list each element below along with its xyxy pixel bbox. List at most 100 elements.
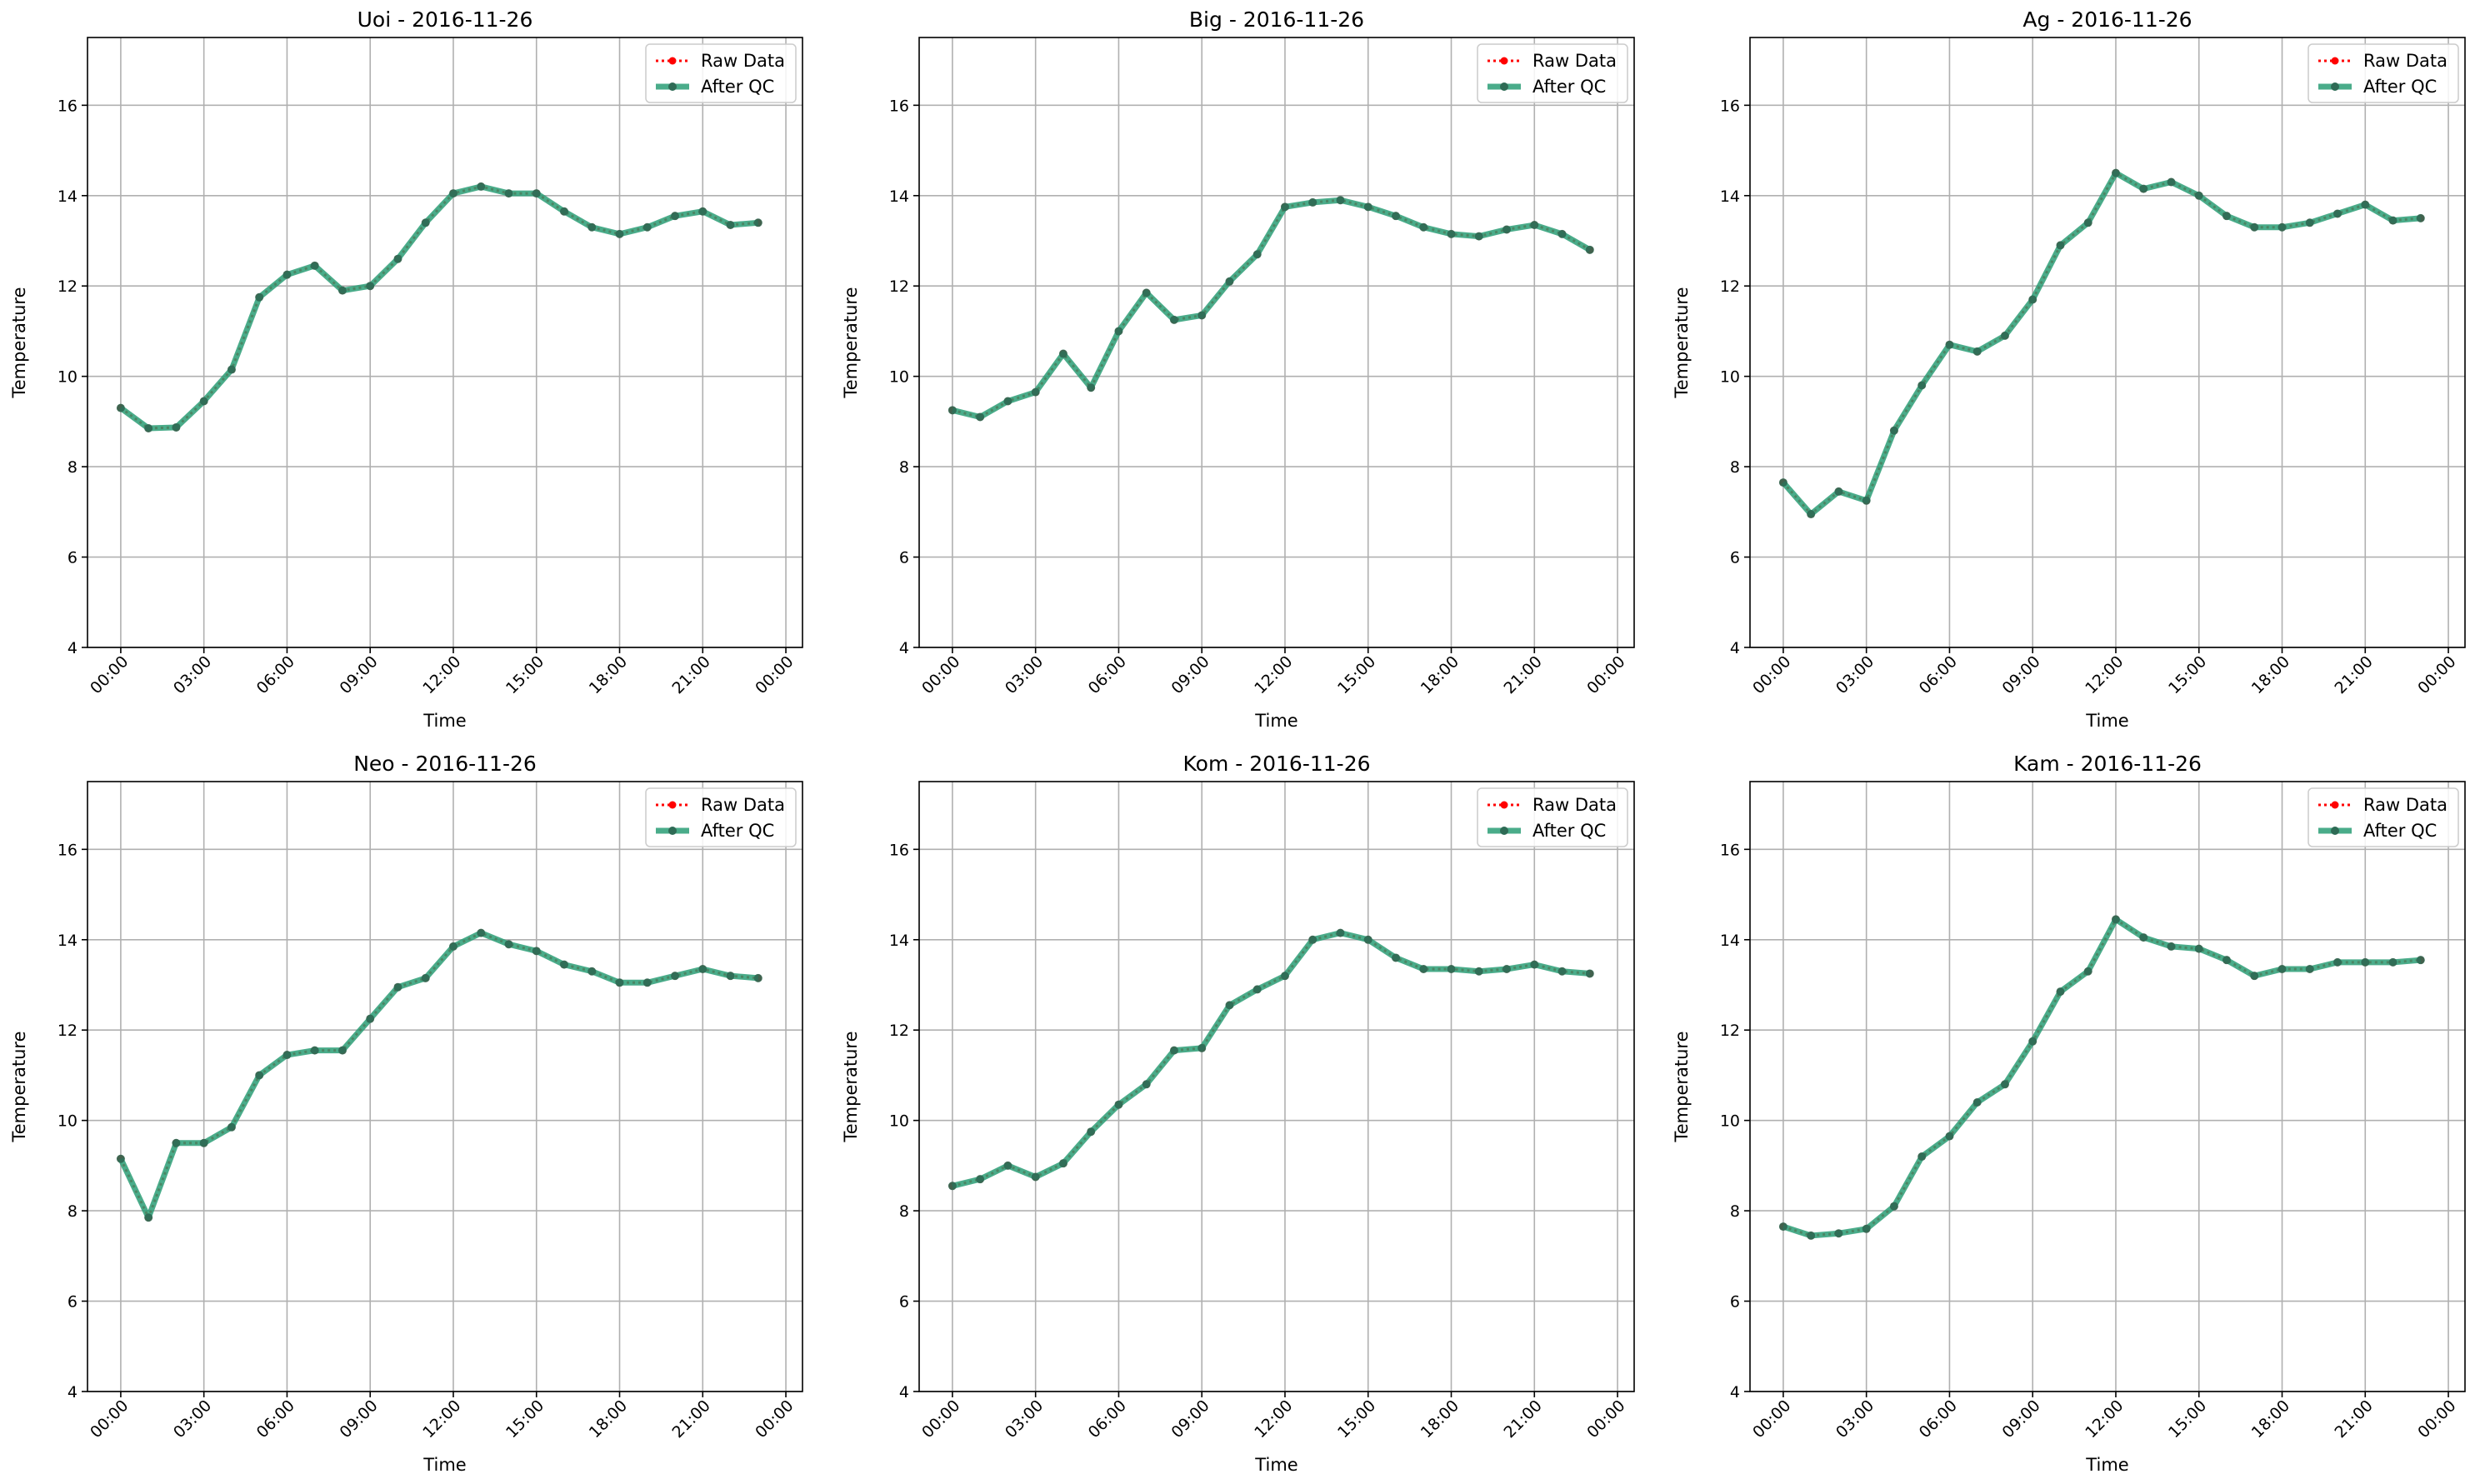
after-qc-point [615,229,624,238]
x-tick-label: 09:00 [1998,652,2043,697]
after-qc-point [1392,212,1400,221]
after-qc-point [1363,935,1372,944]
y-tick-label: 14 [58,932,78,950]
after-qc-point [1142,288,1151,297]
subplot-2: 4 6 8 10 12 14 16 00:00 03:00 06:00 09:00 12:00 15:0… [841,7,1635,731]
y-axis-label: Temperature [841,1031,861,1142]
after-qc-point [753,218,762,227]
after-qc-point [1198,1043,1207,1052]
y-tick-label: 10 [1720,368,1740,387]
legend-qc-label: After QC [701,821,774,841]
after-qc-point [2056,241,2065,250]
y-tick-label: 16 [889,97,909,115]
after-qc-point [642,978,652,987]
x-tick-label: 00:00 [918,1397,963,1442]
after-qc-point [1558,229,1567,238]
after-qc-point [1308,197,1318,207]
legend-raw-marker [2331,801,2339,809]
after-qc-point [2278,965,2287,974]
x-tick-label: 09:00 [336,652,381,697]
after-qc-point [588,967,597,976]
legend-raw-label: Raw Data [2363,795,2448,815]
after-qc-point [448,189,458,198]
after-qc-point [2250,222,2259,232]
after-qc-point [1972,1097,1982,1107]
y-tick-label: 16 [1720,97,1740,115]
after-qc-point [1918,1152,1927,1162]
after-qc-point [2167,942,2176,951]
after-qc-point [1252,250,1262,259]
legend: Raw Data After QC [645,43,797,103]
legend-raw-label: Raw Data [1532,51,1617,71]
after-qc-line [1781,170,2422,517]
y-tick-label: 4 [1730,639,1740,657]
y-tick-label: 12 [58,1022,78,1040]
after-qc-point [421,973,430,982]
after-qc-point [1003,397,1012,406]
y-tick-label: 14 [58,187,78,206]
after-qc-point [310,1046,319,1055]
x-tick-label: 18:00 [1418,1397,1462,1442]
after-qc-line [1782,916,2422,1239]
legend-qc-label: After QC [1532,821,1606,841]
after-qc-point [2028,1037,2038,1046]
y-tick-label: 8 [1730,1202,1740,1221]
y-axis-label: Temperature [9,1031,29,1142]
after-qc-point [1945,340,1954,349]
x-tick-label: 03:00 [1002,1397,1047,1442]
after-qc-point [1530,960,1539,969]
after-qc-point [560,960,568,969]
chart-title: Neo - 2016-11-26 [353,752,537,776]
x-tick-label: 00:00 [2414,1397,2459,1442]
legend-raw-marker [668,57,677,65]
x-axis-label: Time [422,711,466,731]
after-qc-point [393,254,402,263]
y-tick-label: 14 [889,187,909,206]
x-axis-label: Time [422,1455,466,1475]
after-qc-line [118,930,759,1221]
after-qc-point [1419,222,1428,232]
x-tick-label: 12:00 [1251,652,1296,697]
x-tick-label: 21:00 [2332,1397,2377,1442]
after-qc-point [1447,965,1456,974]
after-qc-point [1308,935,1318,944]
after-qc-point [1778,478,1788,487]
x-tick-label: 03:00 [1002,652,1047,697]
subplot-5: 4 6 8 10 12 14 16 00:00 03:00 06:00 09:00 12:00 15:0… [841,752,1635,1475]
after-qc-point [172,422,181,432]
legend-raw-label: Raw Data [701,795,785,815]
y-tick-label: 12 [1720,1022,1740,1040]
x-tick-label: 12:00 [1251,1397,1296,1442]
legend-qc-label: After QC [2363,77,2437,97]
legend-raw-label: Raw Data [2363,51,2448,71]
y-tick-label: 8 [899,1202,909,1221]
series-after-qc [1778,915,2425,1240]
legend-qc-marker [668,82,677,91]
y-tick-label: 4 [68,639,78,657]
after-qc-point [1225,277,1234,286]
after-qc-point [2305,965,2314,974]
x-tick-label: 00:00 [87,1397,132,1442]
after-qc-point [366,1014,375,1023]
axes-frame [87,781,803,1392]
y-tick-label: 12 [58,277,78,296]
x-tick-label: 06:00 [1085,1397,1130,1442]
x-tick-label: 00:00 [87,652,132,697]
after-qc-point [1114,1100,1123,1109]
y-tick-label: 8 [1730,458,1740,477]
after-qc-point [2305,218,2314,227]
after-qc-point [726,972,735,981]
after-qc-point [1807,510,1816,519]
after-qc-point [504,940,513,949]
after-qc-point [2388,216,2398,225]
after-qc-point [726,221,735,230]
after-qc-point [2222,212,2231,221]
after-qc-point [2333,957,2342,967]
after-qc-point [2388,957,2398,967]
y-tick-label: 8 [68,458,78,477]
subplot-3: 4 6 8 10 12 14 16 00:00 03:00 06:00 09:00 12:00 15:0… [1672,7,2466,731]
after-qc-point [2361,200,2370,209]
legend-raw-label: Raw Data [701,51,785,71]
after-qc-point [2083,967,2092,976]
after-qc-point [448,942,458,951]
